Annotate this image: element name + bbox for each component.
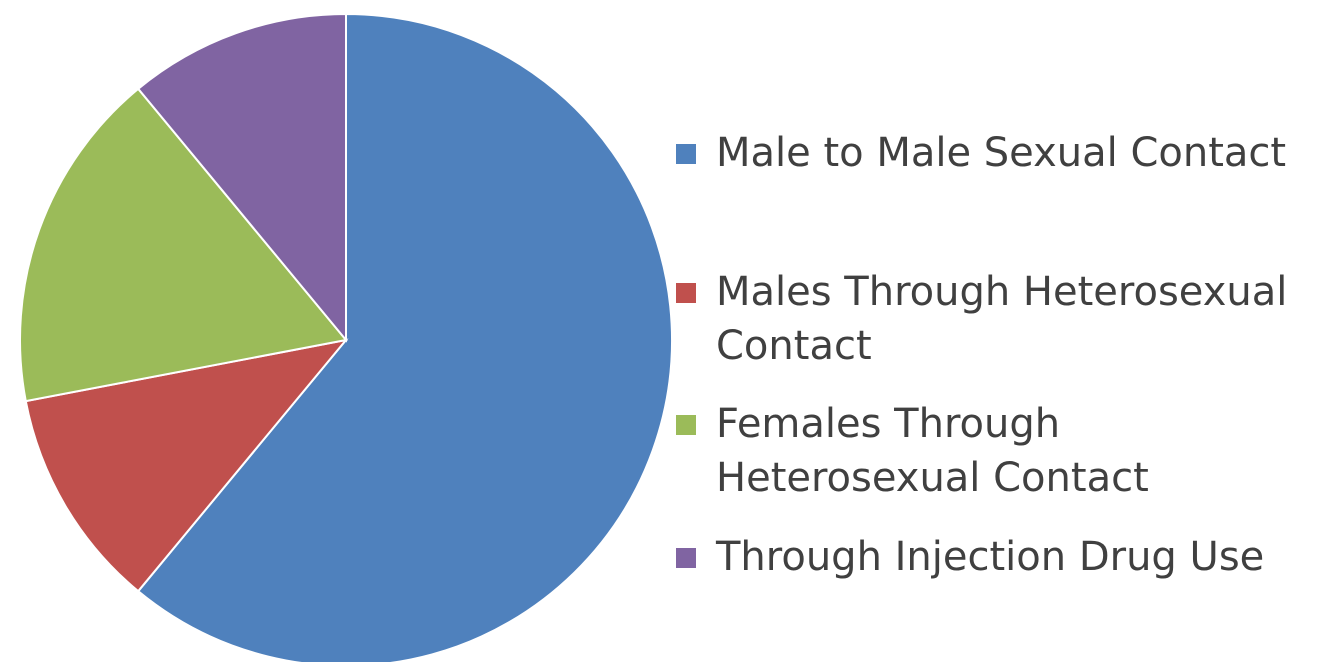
- pie-slice-injection-drug-use: [136, 12, 347, 343]
- legend-swatch: [676, 548, 696, 568]
- legend-label: Through Injection Drug Use: [716, 534, 1265, 580]
- legend-item-females-heterosexual: Females Through Heterosexual Contact: [676, 397, 1326, 505]
- legend-label: Male to Male Sexual Contact: [716, 130, 1287, 176]
- legend-label: Males Through Heterosexual Contact: [716, 269, 1288, 369]
- legend-swatch: [676, 415, 696, 435]
- pie-slice-males-heterosexual: [24, 338, 349, 593]
- legend-swatch: [676, 283, 696, 303]
- legend-item-injection-drug-use: Through Injection Drug Use: [676, 530, 1326, 584]
- legend-label: Females Through Heterosexual Contact: [716, 401, 1149, 501]
- chart-legend: Male to Male Sexual Contact Males Throug…: [676, 0, 1342, 662]
- pie-slice-male-to-male: [136, 12, 673, 662]
- pie-plot: [19, 12, 673, 662]
- legend-item-males-heterosexual: Males Through Heterosexual Contact: [676, 265, 1326, 373]
- legend-item-male-to-male: Male to Male Sexual Contact: [676, 126, 1326, 180]
- pie-slice-females-heterosexual: [19, 87, 348, 403]
- legend-swatch: [676, 144, 696, 164]
